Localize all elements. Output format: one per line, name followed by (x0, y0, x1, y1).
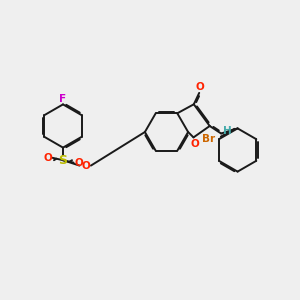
Text: O: O (82, 160, 91, 171)
Text: O: O (43, 153, 52, 163)
Text: O: O (195, 82, 204, 92)
Text: H: H (223, 126, 232, 136)
Text: S: S (58, 154, 68, 167)
Text: F: F (59, 94, 67, 104)
Text: O: O (74, 158, 83, 168)
Text: Br: Br (202, 134, 215, 144)
Text: O: O (190, 139, 200, 149)
